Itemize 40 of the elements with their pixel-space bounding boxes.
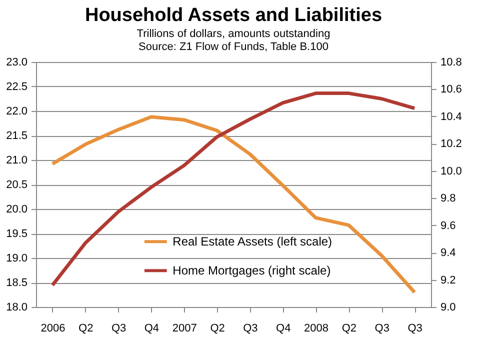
x-tick-label: Q3	[243, 322, 258, 334]
x-tick-label: 2007	[172, 322, 197, 334]
y2-tick-label: 9.0	[440, 302, 456, 314]
legend-label: Home Mortgages (right scale)	[172, 264, 331, 278]
line-series	[50, 115, 416, 294]
y-tick-label: 21.5	[6, 130, 28, 142]
y-tick-label: 19.5	[6, 228, 28, 240]
y-tick-label: 18.5	[6, 277, 28, 289]
y-tick-label: 21.0	[6, 154, 28, 166]
y2-tick-label: 9.2	[440, 274, 456, 286]
text: Source: Z1 Flow of Funds, Table B.100	[138, 41, 328, 53]
x-tick-label: 2006	[40, 322, 66, 334]
y2-tick-label: 10.8	[440, 56, 462, 68]
x-tick-label: Q3	[374, 322, 390, 334]
y2-tick-label: 9.6	[440, 220, 456, 232]
x-tick-label: Q2	[342, 322, 357, 334]
y-tick-label: 22.0	[6, 106, 28, 118]
x-tick-label: Q3	[111, 322, 126, 334]
y2-tick-label: 10.6	[440, 84, 462, 96]
y-tick-label: 22.5	[6, 81, 28, 93]
y-tick-label: 20.5	[6, 179, 28, 191]
chart-title: Household Assets and Liabilities	[84, 5, 382, 26]
y-tick-label: 18.0	[6, 302, 28, 314]
y2-tick-label: 10.0	[440, 165, 462, 178]
line-series	[50, 92, 416, 287]
legend-label: Real Estate Assets (left scale)	[172, 234, 332, 249]
x-tick-label: 2008	[304, 322, 329, 334]
y2-tick-label: 9.8	[440, 192, 456, 205]
y-tick-label: 19.0	[6, 252, 28, 264]
x-tick-label: Q2	[210, 322, 225, 334]
y2-tick-label: 10.4	[440, 110, 462, 123]
y-tick-label: 23.0	[6, 56, 28, 68]
y2-tick-label: 9.4	[440, 247, 456, 260]
text: Trillions of dollars, amounts outstanding	[136, 28, 330, 40]
x-tick-label: Q3	[408, 322, 422, 334]
x-tick-label: Q4	[276, 322, 291, 334]
x-tick-label: Q4	[144, 322, 160, 334]
y2-tick-label: 10.2	[440, 138, 462, 150]
x-tick-label: Q2	[78, 322, 94, 334]
y-tick-label: 20.0	[6, 204, 28, 216]
